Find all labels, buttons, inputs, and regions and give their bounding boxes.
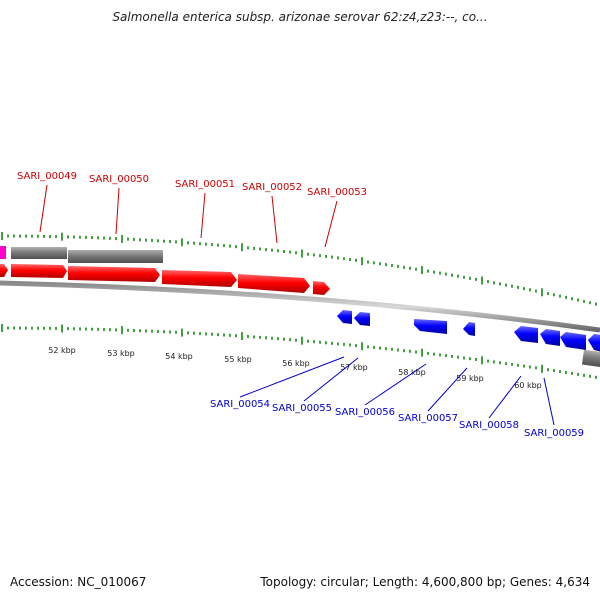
label-leader (364, 363, 427, 406)
reverse-gene-labels: SARI_00054 SARI_00055 SARI_00056 SARI_00… (210, 356, 584, 439)
backbone (0, 280, 600, 333)
label-leader (200, 192, 206, 239)
reverse-gene[interactable] (414, 319, 447, 334)
genome-summary-text: Topology: circular; Length: 4,600,800 bp… (260, 575, 590, 589)
reverse-gene[interactable] (463, 322, 475, 336)
gray-gene[interactable] (11, 247, 67, 259)
kbp-label: 52 kbp (48, 346, 76, 355)
map-title: Salmonella enterica subsp. arizonae sero… (112, 10, 488, 24)
accession-text: Accession: NC_010067 (10, 575, 147, 589)
kbp-label: 56 kbp (282, 359, 310, 368)
forward-gene[interactable] (313, 281, 330, 295)
forward-gene[interactable] (11, 264, 67, 278)
gray-gene[interactable] (581, 349, 600, 368)
kbp-label: 58 kbp (398, 368, 426, 377)
label-leader (488, 375, 522, 419)
reverse-gene[interactable] (354, 312, 370, 326)
forward-gene[interactable] (238, 274, 310, 293)
reverse-gene[interactable] (588, 334, 600, 352)
label-leader (39, 184, 48, 233)
gene-label-sari-00057[interactable]: SARI_00057 (398, 413, 458, 424)
gene-label-sari-00049[interactable]: SARI_00049 (17, 171, 77, 182)
label-leader (427, 367, 468, 412)
kbp-label: 55 kbp (224, 355, 252, 364)
reverse-gene[interactable] (514, 326, 538, 343)
kbp-label: 60 kbp (514, 381, 542, 390)
forward-gene[interactable] (162, 270, 237, 287)
label-leader (303, 357, 359, 402)
label-leader (543, 377, 555, 426)
kbp-label: 54 kbp (165, 352, 193, 361)
forward-gene[interactable] (0, 264, 8, 277)
forward-gene[interactable] (68, 266, 160, 282)
gray-gene[interactable] (68, 250, 163, 263)
kbp-label: 53 kbp (107, 349, 135, 358)
gene-label-sari-00059[interactable]: SARI_00059 (524, 428, 584, 439)
gene-label-sari-00056[interactable]: SARI_00056 (335, 407, 395, 418)
forward-genes (0, 264, 330, 295)
kbp-label: 59 kbp (456, 374, 484, 383)
magenta-gene[interactable] (0, 246, 6, 259)
reverse-gene[interactable] (560, 332, 586, 350)
gene-label-sari-00052[interactable]: SARI_00052 (242, 182, 302, 193)
gene-label-sari-00050[interactable]: SARI_00050 (89, 174, 149, 185)
kbp-scale: 52 kbp 53 kbp 54 kbp 55 kbp 56 kbp 57 kb… (48, 346, 542, 390)
gene-label-sari-00058[interactable]: SARI_00058 (459, 420, 519, 431)
label-leader (324, 200, 338, 248)
reverse-gene[interactable] (540, 329, 560, 346)
reverse-genes (337, 310, 600, 352)
label-leader (271, 195, 278, 244)
forward-gene-labels: SARI_00049 SARI_00050 SARI_00051 SARI_00… (17, 171, 367, 248)
gray-features (0, 246, 600, 368)
label-leader (115, 187, 120, 235)
kbp-label: 57 kbp (340, 363, 368, 372)
reverse-gene[interactable] (337, 310, 352, 324)
label-leader (239, 356, 345, 398)
gene-label-sari-00055[interactable]: SARI_00055 (272, 403, 332, 414)
tick-marks (1, 232, 597, 379)
gene-label-sari-00051[interactable]: SARI_00051 (175, 179, 235, 190)
gene-label-sari-00053[interactable]: SARI_00053 (307, 187, 367, 198)
gene-label-sari-00054[interactable]: SARI_00054 (210, 399, 270, 410)
